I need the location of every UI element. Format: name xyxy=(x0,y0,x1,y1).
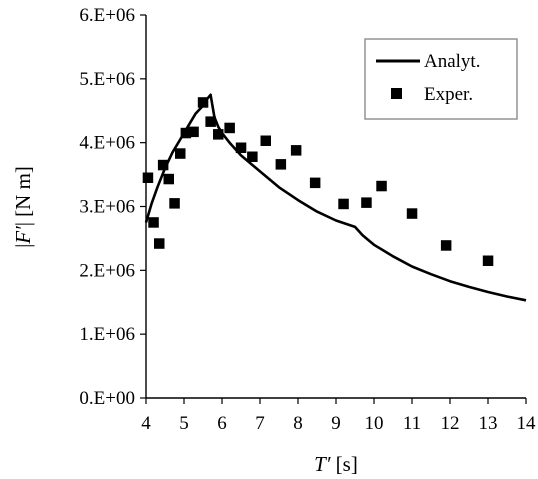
y-tick-label: 0.E+00 xyxy=(79,388,135,409)
experimental-point xyxy=(175,148,186,159)
x-tick-label: 6 xyxy=(217,413,227,434)
experimental-point xyxy=(157,159,169,171)
experimental-point xyxy=(148,217,159,228)
x-axis-label: T′ [s] xyxy=(314,452,358,476)
experimental-point xyxy=(142,172,154,183)
y-tick-label: 5.E+06 xyxy=(79,69,135,90)
experimental-point xyxy=(213,129,224,140)
legend: Analyt. Exper. xyxy=(364,38,518,120)
legend-box xyxy=(364,38,518,120)
y-tick-label: 4.E+06 xyxy=(79,133,135,154)
experimental-point xyxy=(260,135,271,146)
experimental-point xyxy=(338,198,349,210)
experimental-point xyxy=(154,238,165,249)
experimental-point xyxy=(440,240,452,251)
y-tick-label: 2.E+06 xyxy=(79,260,135,281)
x-tick-label: 11 xyxy=(403,413,421,434)
experimental-point xyxy=(247,151,258,162)
y-tick-label: 3.E+06 xyxy=(79,197,135,218)
y-ticks: 0.E+00 1.E+06 2.E+06 3.E+06 4.E+06 5.E+06 6.E+… xyxy=(79,5,146,409)
x-tick-label: 13 xyxy=(479,413,498,434)
y-tick-label: 1.E+06 xyxy=(79,324,135,345)
experimental-point xyxy=(163,173,174,185)
x-tick-label: 10 xyxy=(365,413,384,434)
experimental-point xyxy=(180,127,192,139)
experimental-point xyxy=(290,145,302,156)
x-tick-label: 8 xyxy=(293,413,303,434)
experimental-point xyxy=(224,122,235,134)
y-axis-label: |F′| [N m] xyxy=(11,166,35,248)
series-experimental xyxy=(142,97,494,266)
legend-marker-swatch xyxy=(391,88,402,99)
experimental-point xyxy=(376,180,387,192)
experimental-point xyxy=(205,116,216,127)
legend-label-experimental: Exper. xyxy=(424,84,473,105)
experimental-point xyxy=(235,142,247,153)
experimental-point xyxy=(309,177,321,189)
experimental-point xyxy=(406,208,418,219)
x-tick-label: 9 xyxy=(331,413,341,434)
analytical-curve xyxy=(144,93,527,302)
x-ticks: 4 5 6 7 8 9 10 11 12 13 14 xyxy=(141,398,536,434)
experimental-point xyxy=(361,197,372,208)
x-tick-label: 5 xyxy=(179,413,189,434)
legend-label-analytical: Analyt. xyxy=(424,51,480,72)
y-tick-label: 6.E+06 xyxy=(79,5,135,26)
x-tick-label: 4 xyxy=(141,413,151,434)
experimental-point xyxy=(169,198,180,209)
x-tick-label: 14 xyxy=(517,413,537,434)
x-tick-label: 7 xyxy=(255,413,265,434)
x-tick-label: 12 xyxy=(441,413,460,434)
experimental-point xyxy=(188,126,199,138)
series-analytical xyxy=(144,93,527,302)
experimental-point xyxy=(197,97,209,108)
experimental-point xyxy=(482,255,494,266)
experimental-point xyxy=(275,159,287,170)
